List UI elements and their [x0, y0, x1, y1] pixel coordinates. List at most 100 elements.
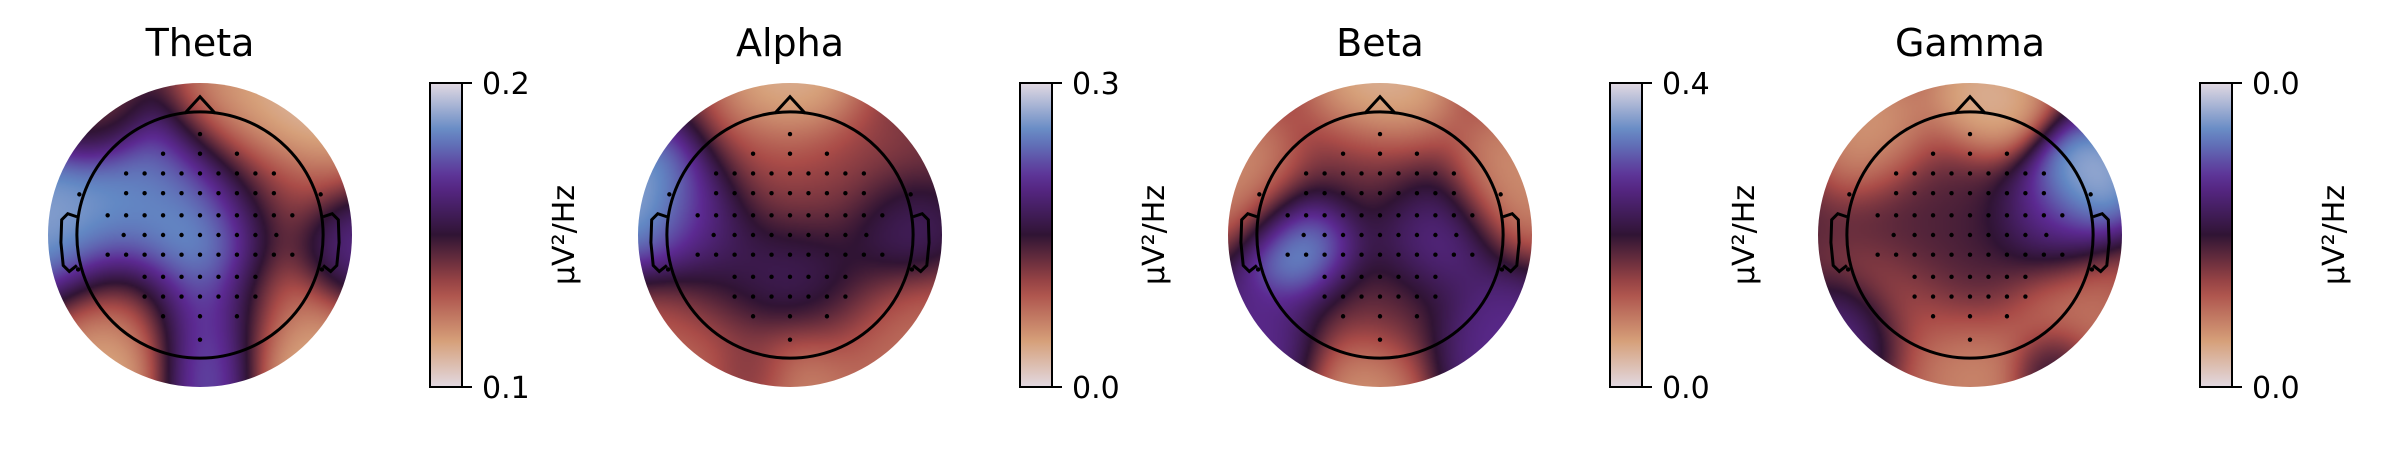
- sensor-marker: [1912, 294, 1917, 299]
- sensor-marker: [1377, 294, 1383, 299]
- sensor-marker: [1986, 294, 1991, 299]
- sensor-marker: [732, 294, 737, 299]
- sensor-marker: [271, 171, 277, 176]
- sensor-marker: [2041, 213, 2047, 218]
- sensor-marker: [1396, 294, 1401, 299]
- sensor-marker: [843, 252, 848, 257]
- sensor-marker: [1433, 171, 1438, 176]
- sensor-marker: [271, 190, 277, 196]
- sensor-marker: [2004, 314, 2010, 319]
- sensor-marker: [1340, 274, 1346, 280]
- sensor-marker: [750, 151, 756, 156]
- sensor-marker: [77, 192, 82, 197]
- sensor-marker: [1912, 213, 1917, 218]
- sensor-marker: [2004, 213, 2010, 218]
- sensor-marker: [787, 252, 793, 257]
- sensor-marker: [1396, 171, 1401, 176]
- sensor-marker: [1986, 190, 1991, 196]
- sensor-marker: [253, 213, 258, 218]
- sensor-marker: [806, 274, 811, 280]
- sensor-marker: [732, 213, 737, 218]
- sensor-marker: [1930, 252, 1936, 257]
- colorbar: [429, 82, 463, 388]
- sensor-marker: [824, 171, 830, 176]
- sensor-marker: [908, 192, 913, 197]
- sensor-marker: [142, 294, 147, 299]
- colorbar-max-label: 0.3: [1072, 67, 1120, 102]
- right-ear-outline: [2092, 212, 2111, 274]
- sensor-marker: [197, 190, 203, 196]
- sensor-marker: [197, 337, 203, 342]
- sensor-marker: [1930, 151, 1936, 156]
- sensor-marker: [1340, 232, 1346, 238]
- sensor-marker: [142, 190, 147, 196]
- sensor-marker: [234, 232, 240, 238]
- sensor-marker: [1967, 232, 1973, 238]
- sensor-marker: [861, 252, 867, 257]
- colorbar-min-label: 0.0: [2252, 371, 2300, 406]
- sensor-marker: [1893, 171, 1899, 176]
- sensor-marker: [1454, 232, 1459, 238]
- sensor-marker: [160, 294, 166, 299]
- sensor-marker: [318, 192, 323, 197]
- sensor-marker: [1414, 232, 1420, 238]
- sensor-marker: [234, 314, 240, 319]
- sensor-marker: [843, 213, 848, 218]
- sensor-marker: [713, 252, 719, 257]
- sensor-marker: [1340, 252, 1346, 257]
- head-outline: [665, 110, 915, 360]
- sensor-marker: [2023, 213, 2028, 218]
- sensor-marker: [1377, 190, 1383, 196]
- sensor-marker: [121, 232, 126, 238]
- sensor-marker: [1930, 190, 1936, 196]
- sensor-marker: [2023, 232, 2028, 238]
- sensor-marker: [274, 232, 279, 238]
- sensor-marker: [1414, 274, 1420, 280]
- sensor-marker: [290, 213, 295, 218]
- sensor-marker: [2088, 192, 2093, 197]
- sensor-marker: [824, 232, 830, 238]
- sensor-marker: [253, 190, 258, 196]
- sensor-marker: [1912, 232, 1917, 238]
- sensor-marker: [75, 267, 81, 272]
- sensor-marker: [732, 274, 737, 280]
- sensor-marker: [2023, 190, 2028, 196]
- sensor-marker: [1340, 190, 1346, 196]
- sensor-marker: [787, 314, 793, 319]
- sensor-marker: [1433, 190, 1438, 196]
- sensor-marker: [179, 252, 184, 257]
- sensor-marker: [1303, 171, 1309, 176]
- sensor-marker: [1930, 314, 1936, 319]
- sensor-marker: [769, 232, 774, 238]
- sensor-marker: [1433, 274, 1438, 280]
- colorbar-min-label: 0.1: [482, 371, 530, 406]
- topomap-panel-theta: Theta 0.2 0.1 μV²/Hz: [48, 21, 582, 406]
- sensor-marker: [197, 232, 203, 238]
- colorbar-max-label: 0.4: [1662, 67, 1710, 102]
- sensor-marker: [1986, 171, 1991, 176]
- sensor-marker: [160, 151, 166, 156]
- sensor-marker: [216, 252, 221, 257]
- sensor-marker: [750, 190, 756, 196]
- sensor-marker: [787, 190, 793, 196]
- panel-title: Theta: [145, 21, 255, 65]
- sensor-marker: [787, 232, 793, 238]
- sensor-marker: [2004, 190, 2010, 196]
- sensor-marker: [1359, 252, 1364, 257]
- sensor-marker: [2023, 274, 2028, 280]
- sensor-marker: [806, 252, 811, 257]
- sensor-marker: [843, 171, 848, 176]
- sensor-marker: [179, 274, 184, 280]
- sensor-marker: [1377, 274, 1383, 280]
- sensor-marker: [806, 190, 811, 196]
- sensor-marker: [1451, 252, 1457, 257]
- sensor-marker: [2041, 252, 2047, 257]
- sensor-marker: [787, 294, 793, 299]
- sensor-marker: [732, 252, 737, 257]
- sensor-marker: [216, 190, 221, 196]
- sensor-marker: [1967, 131, 1973, 137]
- sensor-marker: [1257, 192, 1262, 197]
- colorbar-max-label: 0.0: [2252, 67, 2300, 102]
- panel-title: Beta: [1336, 21, 1424, 65]
- sensor-marker: [1433, 252, 1438, 257]
